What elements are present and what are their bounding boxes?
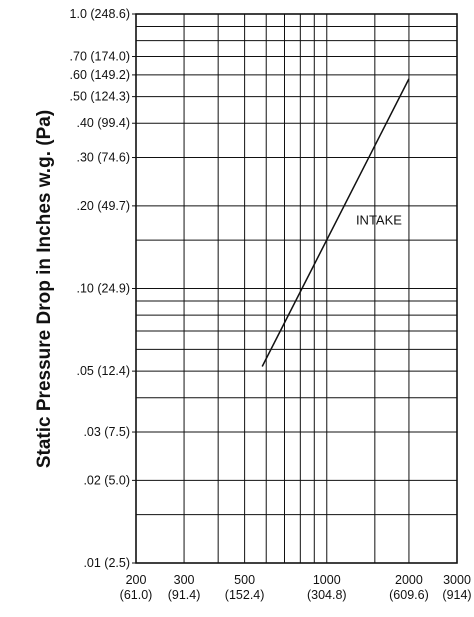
x-tick-sublabel: (304.8) [307,588,347,602]
y-tick-label: .30 (74.6) [76,151,130,165]
x-tick-label: 500 [234,573,255,587]
x-tick-sublabel: (914) [442,588,471,602]
y-tick-label: 1.0 (248.6) [70,7,130,21]
y-tick-label: .50 (124.3) [70,90,130,104]
x-tick-label: 200 [126,573,147,587]
y-gridlines [136,13,457,564]
series-line [261,78,410,367]
y-tick-label: .40 (99.4) [76,116,130,130]
x-tick-label: 300 [174,573,195,587]
y-tick-label: .20 (49.7) [76,199,130,213]
y-tick-label: .02 (5.0) [83,473,130,487]
x-tick-labels: 200(61.0) 300(91.4) 500(152.4) 1000(304.8) 2… [120,573,472,602]
y-tick-label: .01 (2.5) [83,556,130,570]
x-tick-sublabel: (61.0) [120,588,153,602]
y-tick-label: .60 (149.2) [70,68,130,82]
series-layer: INTAKE [261,78,410,367]
y-tick-label: .03 (7.5) [83,425,130,439]
x-tick-sublabel: (609.6) [389,588,429,602]
x-tick-label: 1000 [313,573,341,587]
x-tick-label: 2000 [395,573,423,587]
x-tick-label: 3000 [443,573,471,587]
y-tick-label: .70 (174.0) [70,50,130,64]
y-tick-label: .10 (24.9) [76,282,130,296]
y-tick-labels: 1.0 (248.6) .70 (174.0) .60 (149.2) .50 (12… [70,7,136,570]
y-tick-label: .05 (12.4) [76,364,130,378]
series-annotation-label: INTAKE [356,213,402,228]
x-tick-sublabel: (91.4) [168,588,201,602]
y-axis-label: Static Pressure Drop in Inches w.g. (Pa) [34,110,55,468]
x-tick-sublabel: (152.4) [225,588,265,602]
